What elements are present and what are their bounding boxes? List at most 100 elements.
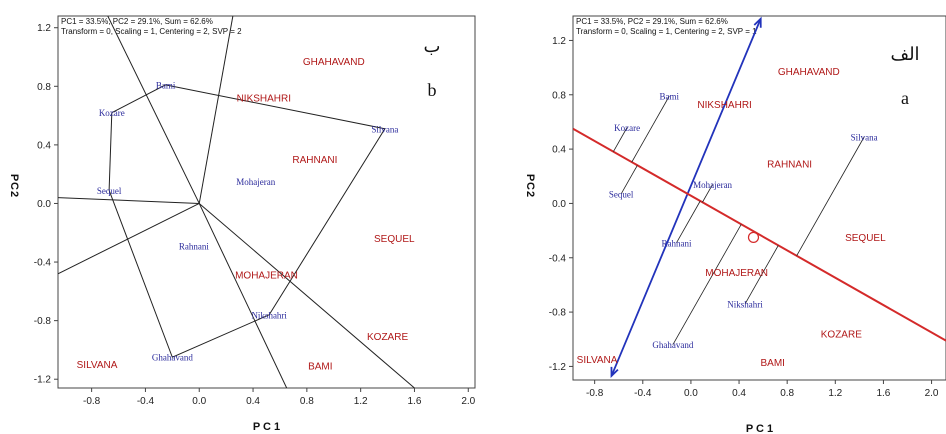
- sector-ray: [107, 16, 200, 204]
- sector-ray: [58, 197, 200, 204]
- y-tick-label: 1.2: [37, 23, 51, 34]
- x-tick-label: 0.8: [300, 396, 314, 407]
- x-tick-label: 0.4: [246, 396, 260, 407]
- y-tick-label: 0.8: [37, 82, 51, 93]
- sector-ray: [198, 203, 288, 388]
- tester-label: RAHNANI: [292, 155, 337, 166]
- entry-label: Kozare: [614, 123, 640, 133]
- entry-label: Bami: [156, 80, 176, 90]
- entry-label: Silvana: [371, 124, 398, 134]
- x-tick-label: -0.4: [137, 396, 155, 407]
- tester-label: NIKSHAHRI: [237, 94, 291, 105]
- tester-label: MOHAJERAN: [235, 271, 298, 282]
- y-tick-label: -1.2: [549, 362, 567, 373]
- entry-label: Mohajeran: [236, 177, 275, 187]
- tester-label: RAHNANI: [767, 160, 812, 171]
- tester-label: GHAHAVAND: [303, 57, 365, 68]
- y-tick-label: -0.4: [34, 258, 52, 269]
- entry-label: Ghahavand: [152, 353, 193, 363]
- projection-line: [672, 224, 742, 345]
- panel-tag-latin: b: [428, 80, 437, 100]
- entry-label: Kozare: [99, 108, 125, 118]
- x-tick-label: 2.0: [925, 388, 939, 399]
- entry-label: Rahnani: [179, 241, 209, 251]
- x-tick-label: 1.6: [876, 388, 890, 399]
- y-tick-label: -0.4: [549, 253, 567, 264]
- plot-area: Bami Kozare Sequel Mohajeran Rahnani Nikshahr…: [58, 16, 415, 388]
- entry-label: Bami: [660, 92, 680, 102]
- tester-label: MOHAJERAN: [705, 268, 768, 279]
- tester-label: BAMI: [761, 358, 785, 369]
- y-axis-label: P C 2: [8, 174, 20, 197]
- y-tick-label: 1.2: [552, 36, 566, 47]
- projection-line: [676, 200, 701, 244]
- sector-ray: [198, 16, 234, 204]
- projection-line: [796, 136, 865, 256]
- x-axis-label: P C 1: [253, 421, 280, 433]
- entry-label: Silvana: [851, 132, 878, 142]
- which-won-where-polygon: [108, 84, 386, 358]
- entry-label: Sequel: [609, 189, 634, 199]
- sector-ray: [58, 203, 200, 275]
- x-tick-label: 1.2: [354, 396, 368, 407]
- plot-area: Bami Kozare Sequel Mohajeran Rahnani Nikshahr…: [573, 16, 946, 379]
- tester-label: GHAHAVAND: [778, 67, 840, 78]
- x-tick-label: 0.0: [192, 396, 206, 407]
- x-tick-label: 0.8: [780, 388, 794, 399]
- info-line-2: Transform = 0, Scaling = 1, Centering = …: [61, 27, 242, 36]
- tester-label: NIKSHAHRI: [697, 100, 751, 111]
- info-line-2: Transform = 0, Scaling = 1, Centering = …: [576, 27, 757, 36]
- tester-label: SILVANA: [577, 355, 618, 366]
- tester-label: SEQUEL: [374, 234, 415, 245]
- biplot-panel-a: -0.8 -0.4 0.0 0.4 0.8 1.2 1.6 2.0 1.2 0.8 0.4 0.0 -0…: [524, 15, 946, 434]
- info-line-1: PC1 = 33.5%, PC2 = 29.1%, Sum = 62.6%: [576, 17, 728, 26]
- y-tick-label: 0.0: [552, 199, 566, 210]
- x-axis-label: P C 1: [746, 423, 773, 434]
- entry-label: Mohajeran: [693, 180, 732, 190]
- x-tick-label: 0.4: [732, 388, 746, 399]
- tester-label: KOZARE: [367, 332, 408, 343]
- aec-ordinate-line: [610, 18, 762, 377]
- projection-line: [702, 184, 713, 203]
- x-tick-label: 1.2: [828, 388, 842, 399]
- y-tick-label: -0.8: [549, 308, 567, 319]
- aec-abscissa-line: [573, 127, 946, 342]
- x-tick-label: 0.0: [684, 388, 698, 399]
- sector-ray: [198, 203, 415, 388]
- y-tick-label: -0.8: [34, 316, 52, 327]
- tester-label: KOZARE: [821, 329, 862, 340]
- arrowhead: [753, 16, 762, 28]
- plot-frame: [572, 15, 946, 381]
- entry-label: Nikshahri: [727, 299, 763, 309]
- projection-line: [620, 165, 638, 195]
- x-tick-label: 1.6: [408, 396, 422, 407]
- y-tick-label: 0.8: [552, 90, 566, 101]
- tester-label: SILVANA: [77, 360, 118, 371]
- arrowhead: [610, 366, 619, 379]
- panel-tag-latin: a: [901, 88, 909, 108]
- projection-line: [613, 127, 628, 152]
- panel-tag-native: الف: [890, 44, 919, 64]
- y-tick-label: -1.2: [34, 375, 52, 386]
- projection-line: [631, 95, 670, 163]
- info-line-1: PC1 = 33.5%, PC2 = 29.1%, Sum = 62.6%: [61, 17, 213, 26]
- entry-label: Nikshahri: [251, 310, 287, 320]
- x-tick-label: -0.8: [83, 396, 101, 407]
- panel-tag-native: ب: [424, 36, 441, 56]
- biplot-panel-b: -0.8 -0.4 0.0 0.4 0.8 1.2 1.6 2.0 1.2 0.8 0.4 0.0 -0…: [8, 15, 476, 433]
- y-tick-label: 0.4: [552, 145, 566, 156]
- x-tick-label: 2.0: [461, 396, 475, 407]
- y-tick-label: 0.0: [37, 199, 51, 210]
- tester-label: SEQUEL: [845, 233, 886, 244]
- entry-label: Rahnani: [661, 238, 691, 248]
- x-tick-label: -0.4: [634, 388, 652, 399]
- entry-label: Ghahavand: [652, 340, 693, 350]
- average-environment-marker: [747, 231, 760, 243]
- projection-line: [744, 245, 779, 305]
- y-tick-label: 0.4: [37, 140, 51, 151]
- y-axis-label: P C 2: [524, 174, 536, 197]
- entry-label: Sequel: [97, 186, 122, 196]
- tester-label: BAMI: [308, 362, 332, 373]
- x-tick-label: -0.8: [586, 388, 604, 399]
